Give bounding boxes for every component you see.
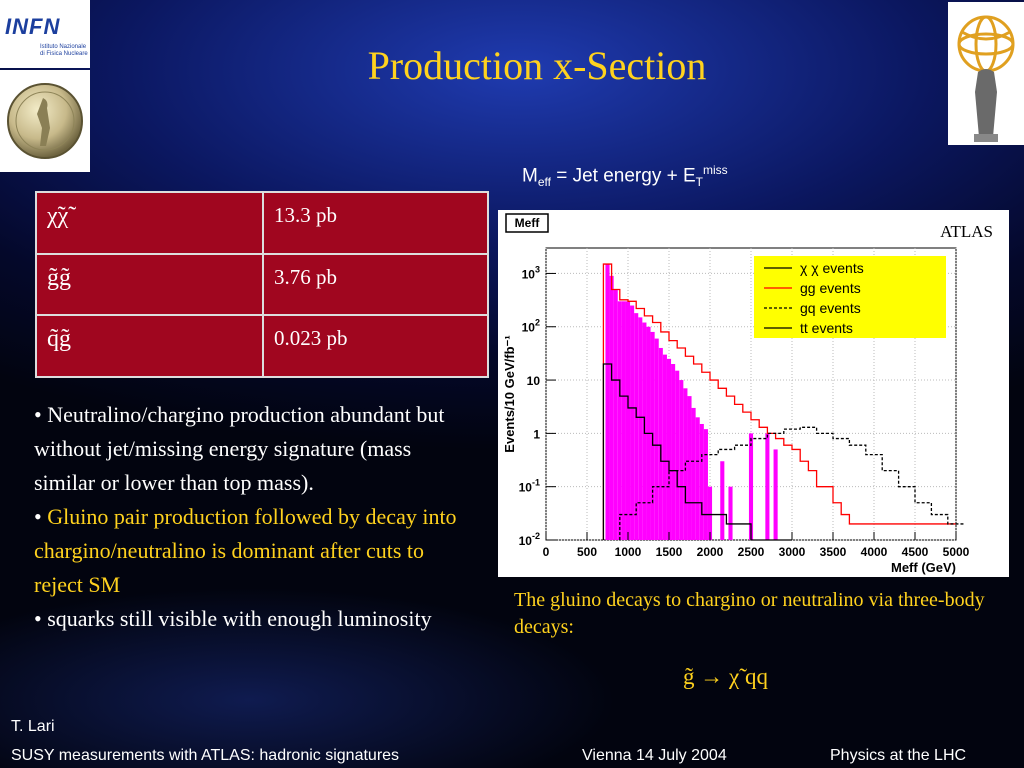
histogram-bar [662, 354, 667, 540]
x-tick-label: 0 [543, 545, 550, 559]
histogram-bar [707, 486, 713, 540]
histogram-bar [695, 417, 700, 540]
y-tick-label: 10 [527, 374, 541, 388]
atlas-figure-icon [957, 15, 1015, 142]
legend-label: gq events [800, 300, 861, 316]
histogram-bar [773, 449, 778, 540]
histogram-bar [630, 305, 635, 540]
xsec-cell: 3.76 pb [262, 252, 489, 317]
histogram-bar [679, 380, 684, 540]
footer-author: T. Lari [11, 718, 55, 735]
histogram-bar [703, 429, 708, 540]
histogram-bar [671, 364, 676, 540]
histogram-bar [765, 433, 770, 540]
histogram-bar [687, 396, 692, 540]
process-cell: χ̃χ̃ [35, 191, 264, 255]
meff-equation: Meff = Jet energy + ETmiss [522, 163, 728, 190]
x-tick-label: 2000 [697, 545, 724, 559]
xsec-cell: 13.3 pb [262, 191, 489, 255]
background-glow [0, 560, 1024, 768]
histogram-bar [699, 423, 704, 540]
bullet-item: • squarks still visible with enough lumi… [34, 606, 432, 631]
footer-event: Physics at the LHC [830, 747, 967, 764]
histogram-bar [617, 301, 622, 540]
x-tick-label: 4000 [861, 545, 888, 559]
bullet-item: • Gluino pair production followed by dec… [34, 504, 457, 597]
meff-chart-frame: 0 500 1000 1500 2000 2500 3000 3500 4000 4500 5000… [498, 210, 1009, 577]
bullet-highlight: Gluino pair production followed by decay… [34, 504, 457, 597]
x-tick-label: 1500 [656, 545, 683, 559]
histogram-bar [609, 275, 614, 540]
decay-formula: g̃ → χ̃ qq [683, 664, 768, 689]
y-tick-label: 10-1 [519, 478, 540, 495]
chart-title-box [505, 213, 549, 233]
series-line-3 [602, 363, 792, 541]
bullet-list: • Neutralino/chargino production abundan… [34, 398, 474, 636]
footer-subtitle: SUSY measurements with ATLAS: hadronic s… [11, 747, 400, 764]
chart-title: Meff [515, 216, 541, 230]
histogram-bar [666, 358, 672, 540]
y-tick-label: 103 [522, 264, 540, 281]
legend-box [754, 256, 946, 338]
process-cell: q̃g̃ [35, 314, 264, 378]
infn-logo-subtext: Istituto Nazionale di Fisica Nucleare [40, 44, 88, 57]
histogram-bar [638, 317, 643, 540]
histogram-bar [634, 313, 639, 540]
medal-icon [7, 83, 83, 159]
y-tick-label: 102 [522, 318, 540, 335]
slide-title: Production x-Section [367, 43, 707, 88]
series-line-2 [619, 426, 965, 540]
x-tick-label: 3000 [779, 545, 806, 559]
x-tick-label: 4500 [902, 545, 929, 559]
legend-label: tt events [800, 320, 853, 336]
medal-logo [0, 70, 90, 172]
x-tick-label: 1000 [615, 545, 642, 559]
histogram-bar [621, 301, 626, 540]
histogram-bar [728, 486, 733, 540]
atlas-annotation: ATLAS [940, 222, 993, 241]
histogram-bar [658, 347, 663, 540]
histogram-bar [625, 301, 631, 540]
histogram-bar [654, 338, 659, 540]
histogram-bar [748, 433, 754, 540]
decay-caption: The gluino decays to chargino or neutral… [514, 589, 985, 638]
cross-section-table: χ̃χ̃ 13.3 pb g̃g̃ 3.76 pb q̃g̃ 0.023 pb [35, 191, 489, 378]
table-row: g̃g̃ 3.76 pb [35, 252, 489, 317]
y-tick-label: 10-2 [519, 531, 540, 548]
y-tick-label: 1 [533, 427, 540, 441]
meff-histogram: 0 500 1000 1500 2000 2500 3000 3500 4000 4500 5000… [502, 213, 993, 575]
process-cell: g̃g̃ [35, 252, 264, 317]
table-row: q̃g̃ 0.023 pb [35, 314, 489, 378]
footer-place-date: Vienna 14 July 2004 [582, 747, 727, 764]
table-row: χ̃χ̃ 13.3 pb [35, 191, 489, 255]
x-tick-label: 500 [577, 545, 597, 559]
histogram-bar [605, 264, 610, 540]
xsec-cell: 0.023 pb [262, 314, 489, 378]
x-tick-label: 3500 [820, 545, 847, 559]
bullet-item: • Neutralino/chargino production abundan… [34, 402, 445, 495]
histogram-bar [675, 370, 680, 540]
infn-logo-text: INFN [5, 14, 61, 39]
legend-label: gg events [800, 280, 861, 296]
infn-logo: INFN Istituto Nazionale di Fisica Nuclea… [0, 0, 90, 68]
y-axis-label: Events/10 GeV/fb⁻¹ [502, 335, 517, 452]
atlas-logo [948, 2, 1024, 145]
x-axis-label: Meff (GeV) [891, 560, 956, 575]
x-tick-label: 2500 [738, 545, 765, 559]
histogram-bar [691, 407, 696, 540]
histogram-bar [613, 289, 618, 540]
series-line-1 [602, 263, 956, 540]
histogram-bar [720, 461, 725, 540]
legend-label: χ χ events [800, 260, 864, 276]
x-tick-label: 5000 [943, 545, 970, 559]
